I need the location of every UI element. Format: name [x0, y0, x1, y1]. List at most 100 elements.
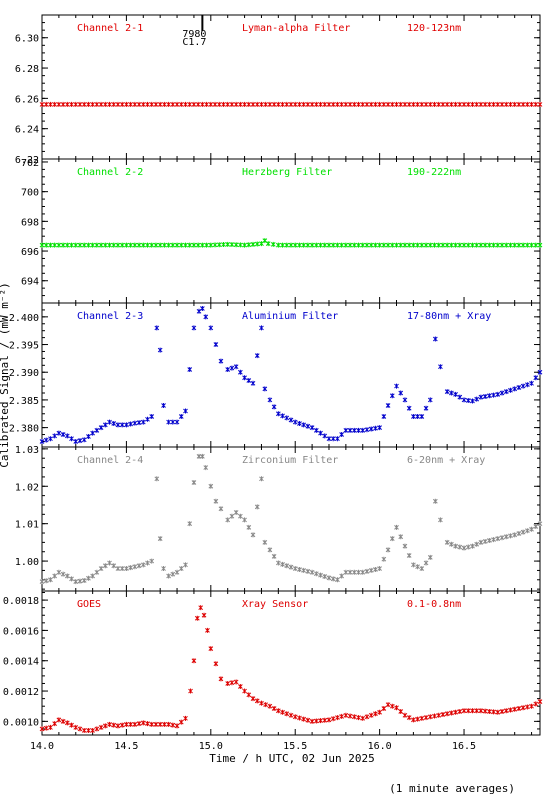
- data-point: [453, 101, 458, 107]
- data-point: [128, 242, 133, 248]
- data-point: [398, 242, 404, 248]
- data-point: [90, 727, 95, 733]
- data-point: [52, 573, 58, 579]
- data-point: [162, 242, 167, 248]
- data-point: [246, 524, 252, 530]
- band-label: 120-123nm: [407, 23, 461, 34]
- data-point: [271, 553, 277, 559]
- y-tick-label: 696: [21, 247, 39, 258]
- data-point: [444, 101, 450, 107]
- data-point: [107, 101, 112, 107]
- data-point: [81, 727, 87, 733]
- data-point: [297, 715, 302, 721]
- data-point: [356, 569, 361, 575]
- data-point: [364, 101, 370, 107]
- data-point: [292, 714, 298, 720]
- data-point: [440, 101, 446, 107]
- data-point: [128, 721, 133, 727]
- data-point: [309, 718, 315, 724]
- data-point: [516, 101, 522, 107]
- data-point: [115, 422, 121, 428]
- data-point: [339, 432, 344, 438]
- data-point: [178, 719, 184, 725]
- data-point: [364, 568, 370, 574]
- data-point: [140, 242, 146, 248]
- y-tick-label: 0.0016: [3, 626, 39, 637]
- data-point: [39, 438, 45, 444]
- data-point: [499, 101, 505, 107]
- y-tick-label: 6.24: [15, 125, 39, 136]
- data-point: [115, 242, 121, 248]
- data-point: [360, 427, 366, 433]
- data-point: [360, 101, 366, 107]
- filter-label: Xray Sensor: [242, 599, 308, 610]
- data-point: [419, 414, 425, 420]
- data-point: [453, 391, 458, 397]
- data-point: [364, 427, 370, 433]
- data-point: [474, 708, 480, 714]
- data-point: [495, 101, 501, 107]
- data-point: [389, 536, 395, 542]
- data-point: [170, 571, 176, 577]
- data-point: [335, 436, 340, 442]
- data-point: [419, 566, 425, 572]
- data-point: [191, 325, 197, 331]
- data-point: [170, 242, 176, 248]
- data-point: [183, 562, 188, 568]
- x-tick-label: 15.0: [199, 741, 223, 752]
- data-point: [495, 242, 501, 248]
- data-point: [537, 369, 543, 375]
- y-tick-label: 0.0014: [3, 657, 39, 668]
- data-point: [406, 101, 412, 107]
- data-point: [183, 101, 188, 107]
- data-point: [398, 101, 404, 107]
- data-point: [132, 242, 138, 248]
- data-point: [119, 566, 125, 572]
- data-point: [292, 566, 298, 572]
- data-point: [161, 566, 166, 572]
- data-point: [499, 709, 505, 715]
- x-axis-label: Time / h UTC, 02 Jun 2025: [209, 752, 375, 765]
- data-point: [157, 536, 163, 542]
- data-point: [524, 101, 530, 107]
- data-point: [132, 420, 138, 426]
- data-point: [238, 513, 243, 519]
- data-point: [360, 569, 366, 575]
- data-point: [461, 708, 467, 714]
- data-point: [200, 242, 205, 248]
- channel-label: GOES: [77, 599, 101, 610]
- data-point: [326, 436, 332, 442]
- data-point: [423, 560, 429, 566]
- filter-label: Herzberg Filter: [242, 167, 332, 178]
- data-point: [351, 427, 357, 433]
- data-point: [326, 242, 332, 248]
- data-point: [301, 242, 307, 248]
- data-point: [318, 430, 323, 436]
- data-point: [491, 392, 496, 398]
- data-point: [69, 436, 74, 442]
- panel-frame: [41, 14, 541, 160]
- data-point: [265, 241, 271, 247]
- data-point: [275, 101, 281, 107]
- data-point: [271, 404, 277, 410]
- data-point: [478, 539, 484, 545]
- data-point: [107, 419, 112, 425]
- data-point: [213, 661, 219, 667]
- data-point: [203, 465, 209, 471]
- data-point: [381, 101, 387, 107]
- y-tick-label: 702: [21, 158, 39, 169]
- data-point: [178, 101, 184, 107]
- data-point: [174, 242, 180, 248]
- data-point: [73, 579, 79, 585]
- data-point: [406, 405, 412, 411]
- data-point: [444, 389, 450, 395]
- data-point: [537, 699, 543, 705]
- y-tick-label: 6.30: [15, 34, 39, 45]
- data-point: [411, 717, 416, 723]
- data-point: [457, 544, 463, 550]
- data-point: [512, 242, 518, 248]
- panel-2: 694 696 698 700 702 Channel 2-2 Herzberg Filte…: [21, 158, 543, 304]
- data-point: [52, 433, 58, 439]
- data-point: [360, 715, 366, 721]
- data-point: [170, 101, 176, 107]
